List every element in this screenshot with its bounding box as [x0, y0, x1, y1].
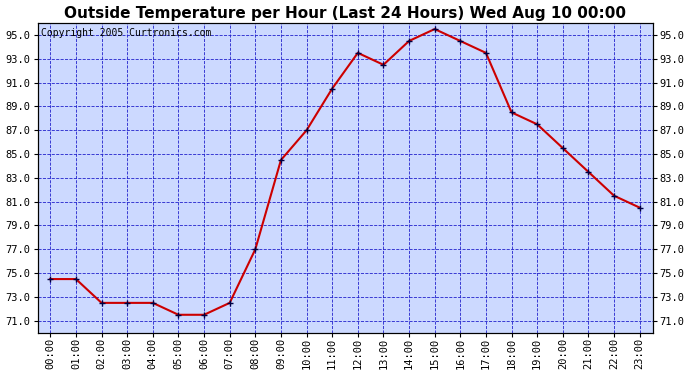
Title: Outside Temperature per Hour (Last 24 Hours) Wed Aug 10 00:00: Outside Temperature per Hour (Last 24 Ho… — [64, 6, 626, 21]
Text: Copyright 2005 Curtronics.com: Copyright 2005 Curtronics.com — [41, 28, 211, 38]
